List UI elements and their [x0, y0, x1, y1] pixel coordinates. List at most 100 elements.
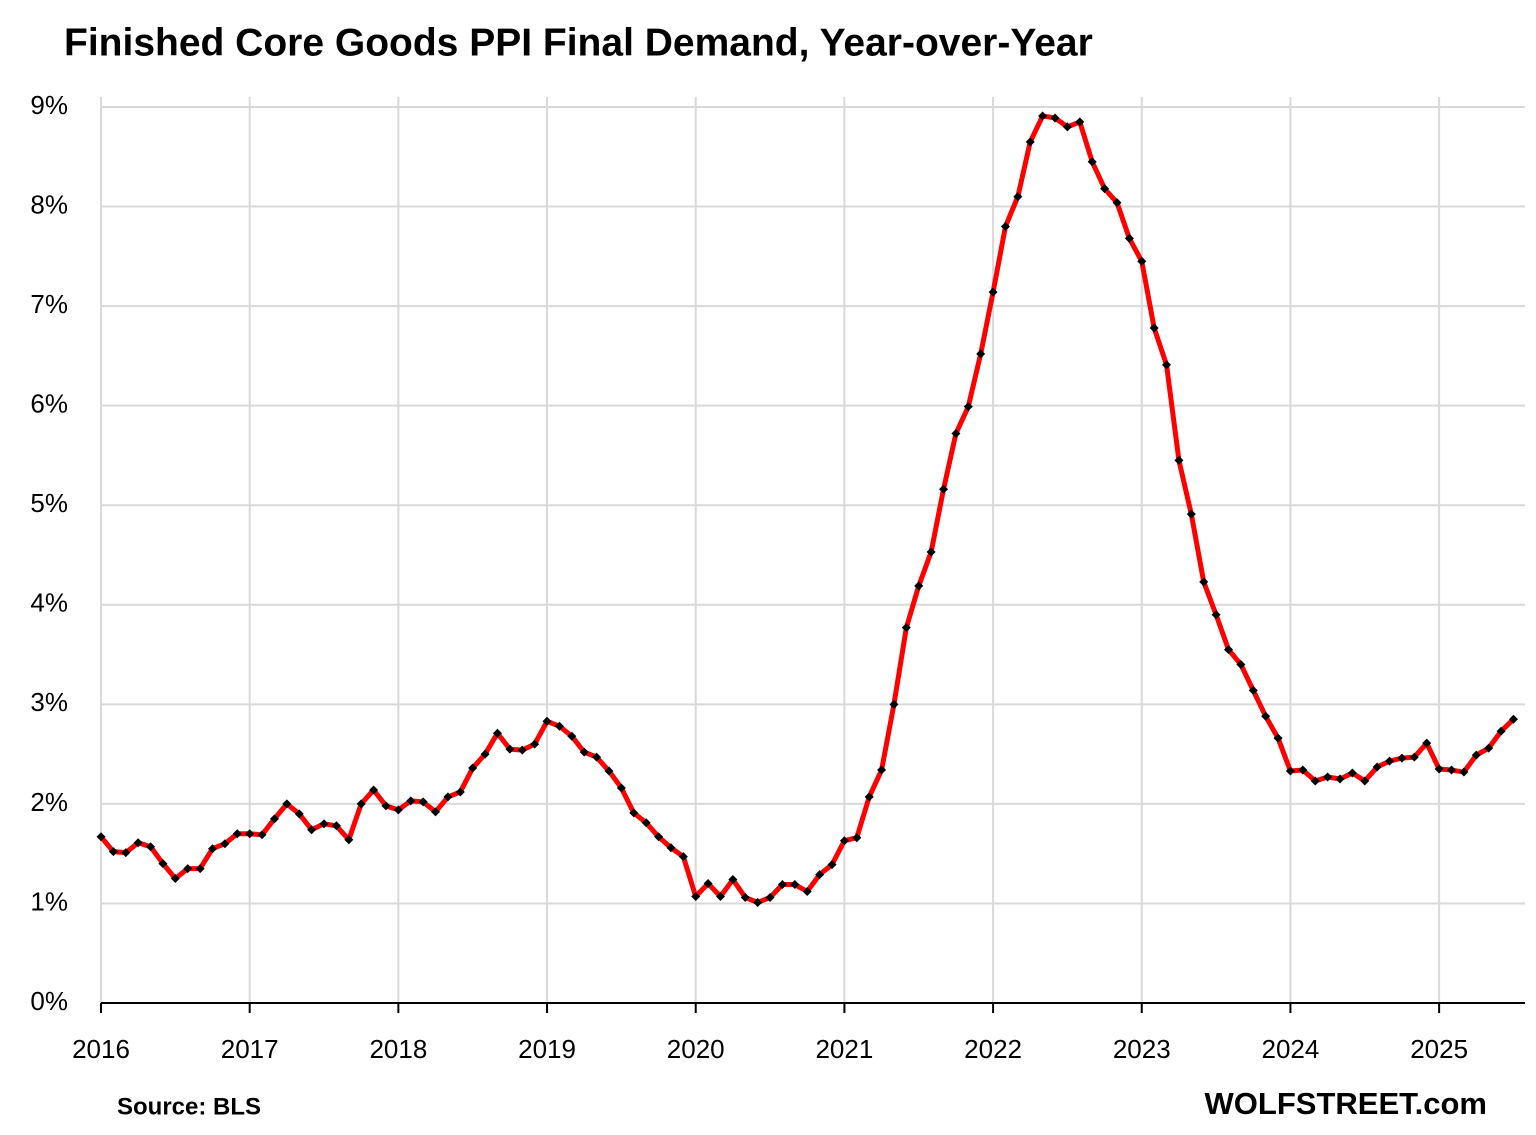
data-marker — [926, 547, 936, 557]
data-marker — [1186, 509, 1196, 519]
data-marker — [220, 839, 230, 849]
data-marker — [369, 785, 379, 795]
data-marker — [133, 838, 143, 848]
credit: WOLFSTREET.com — [1205, 1086, 1487, 1121]
data-marker — [1422, 738, 1432, 748]
data-marker — [1124, 233, 1134, 243]
data-marker — [939, 484, 949, 494]
data-marker — [1062, 122, 1072, 132]
data-marker — [815, 870, 825, 880]
data-marker — [331, 821, 341, 831]
data-marker — [1323, 772, 1333, 782]
data-marker — [406, 796, 416, 806]
data-line — [99, 113, 1516, 905]
data-marker — [616, 783, 626, 793]
data-marker — [492, 728, 502, 738]
data-marker — [1459, 767, 1469, 777]
x-tick-label: 2025 — [1410, 1034, 1468, 1064]
data-marker — [554, 721, 564, 731]
data-marker — [1025, 137, 1035, 147]
data-marker — [604, 766, 614, 776]
data-marker — [790, 880, 800, 890]
data-marker — [1285, 766, 1295, 776]
data-marker — [802, 886, 812, 896]
y-tick-label: 7% — [30, 289, 68, 319]
data-marker — [901, 623, 911, 633]
data-marker — [1050, 113, 1060, 123]
data-marker — [517, 745, 527, 755]
data-marker — [319, 819, 329, 829]
data-marker — [1248, 685, 1258, 695]
data-marker — [1484, 743, 1494, 753]
data-marker — [864, 792, 874, 802]
data-marker — [592, 752, 602, 762]
data-marker — [703, 879, 713, 889]
data-marker — [269, 814, 279, 824]
data-marker — [96, 832, 106, 842]
data-marker — [629, 808, 639, 818]
y-tick-label: 0% — [30, 986, 68, 1016]
data-marker — [914, 581, 924, 591]
data-marker — [728, 875, 738, 885]
data-marker — [951, 429, 961, 439]
y-tick-label: 2% — [30, 787, 68, 817]
data-marker — [294, 809, 304, 819]
data-marker — [183, 864, 193, 874]
data-marker — [232, 829, 242, 839]
data-marker — [356, 799, 366, 809]
data-marker — [654, 832, 664, 842]
data-marker — [1372, 762, 1382, 772]
data-marker — [740, 892, 750, 902]
x-tick-label: 2020 — [667, 1034, 725, 1064]
data-marker — [1236, 660, 1246, 670]
data-marker — [1310, 776, 1320, 786]
data-marker — [1298, 765, 1308, 775]
y-tick-label: 6% — [30, 389, 68, 419]
data-marker — [245, 829, 255, 839]
data-marker — [852, 833, 862, 843]
data-marker — [1162, 360, 1172, 370]
data-marker — [480, 749, 490, 759]
data-marker — [1471, 750, 1481, 760]
x-tick-label: 2017 — [221, 1034, 279, 1064]
data-marker — [1087, 157, 1097, 167]
data-marker — [530, 739, 540, 749]
data-marker — [146, 842, 156, 852]
data-marker — [1223, 645, 1233, 655]
data-marker — [1434, 764, 1444, 774]
data-marker — [170, 874, 180, 884]
y-tick-label: 5% — [30, 488, 68, 518]
data-marker — [344, 835, 354, 845]
data-marker — [431, 807, 441, 817]
data-marker — [1199, 577, 1209, 587]
y-tick-label: 1% — [30, 886, 68, 916]
data-marker — [963, 402, 973, 412]
y-tick-label: 4% — [30, 588, 68, 618]
data-marker — [777, 880, 787, 890]
data-marker — [691, 891, 701, 901]
x-tick-label: 2016 — [72, 1034, 130, 1064]
data-marker — [1347, 768, 1357, 778]
data-marker — [257, 830, 267, 840]
data-marker — [1100, 184, 1110, 194]
data-marker — [381, 801, 391, 811]
data-marker — [1137, 256, 1147, 266]
data-marker — [889, 699, 899, 709]
data-marker — [393, 805, 403, 815]
data-marker — [1261, 711, 1271, 721]
data-marker — [1000, 221, 1010, 231]
data-marker — [1211, 610, 1221, 620]
data-marker — [1038, 111, 1048, 121]
y-tick-label: 9% — [30, 90, 68, 120]
data-marker — [1496, 726, 1506, 736]
data-marker — [839, 836, 849, 846]
data-marker — [716, 891, 725, 901]
data-marker — [1273, 733, 1283, 743]
data-marker — [1360, 776, 1370, 786]
data-marker — [1174, 455, 1184, 465]
data-marker — [158, 859, 168, 869]
x-tick-label: 2019 — [518, 1034, 576, 1064]
data-marker — [666, 843, 676, 853]
data-marker — [579, 747, 589, 757]
